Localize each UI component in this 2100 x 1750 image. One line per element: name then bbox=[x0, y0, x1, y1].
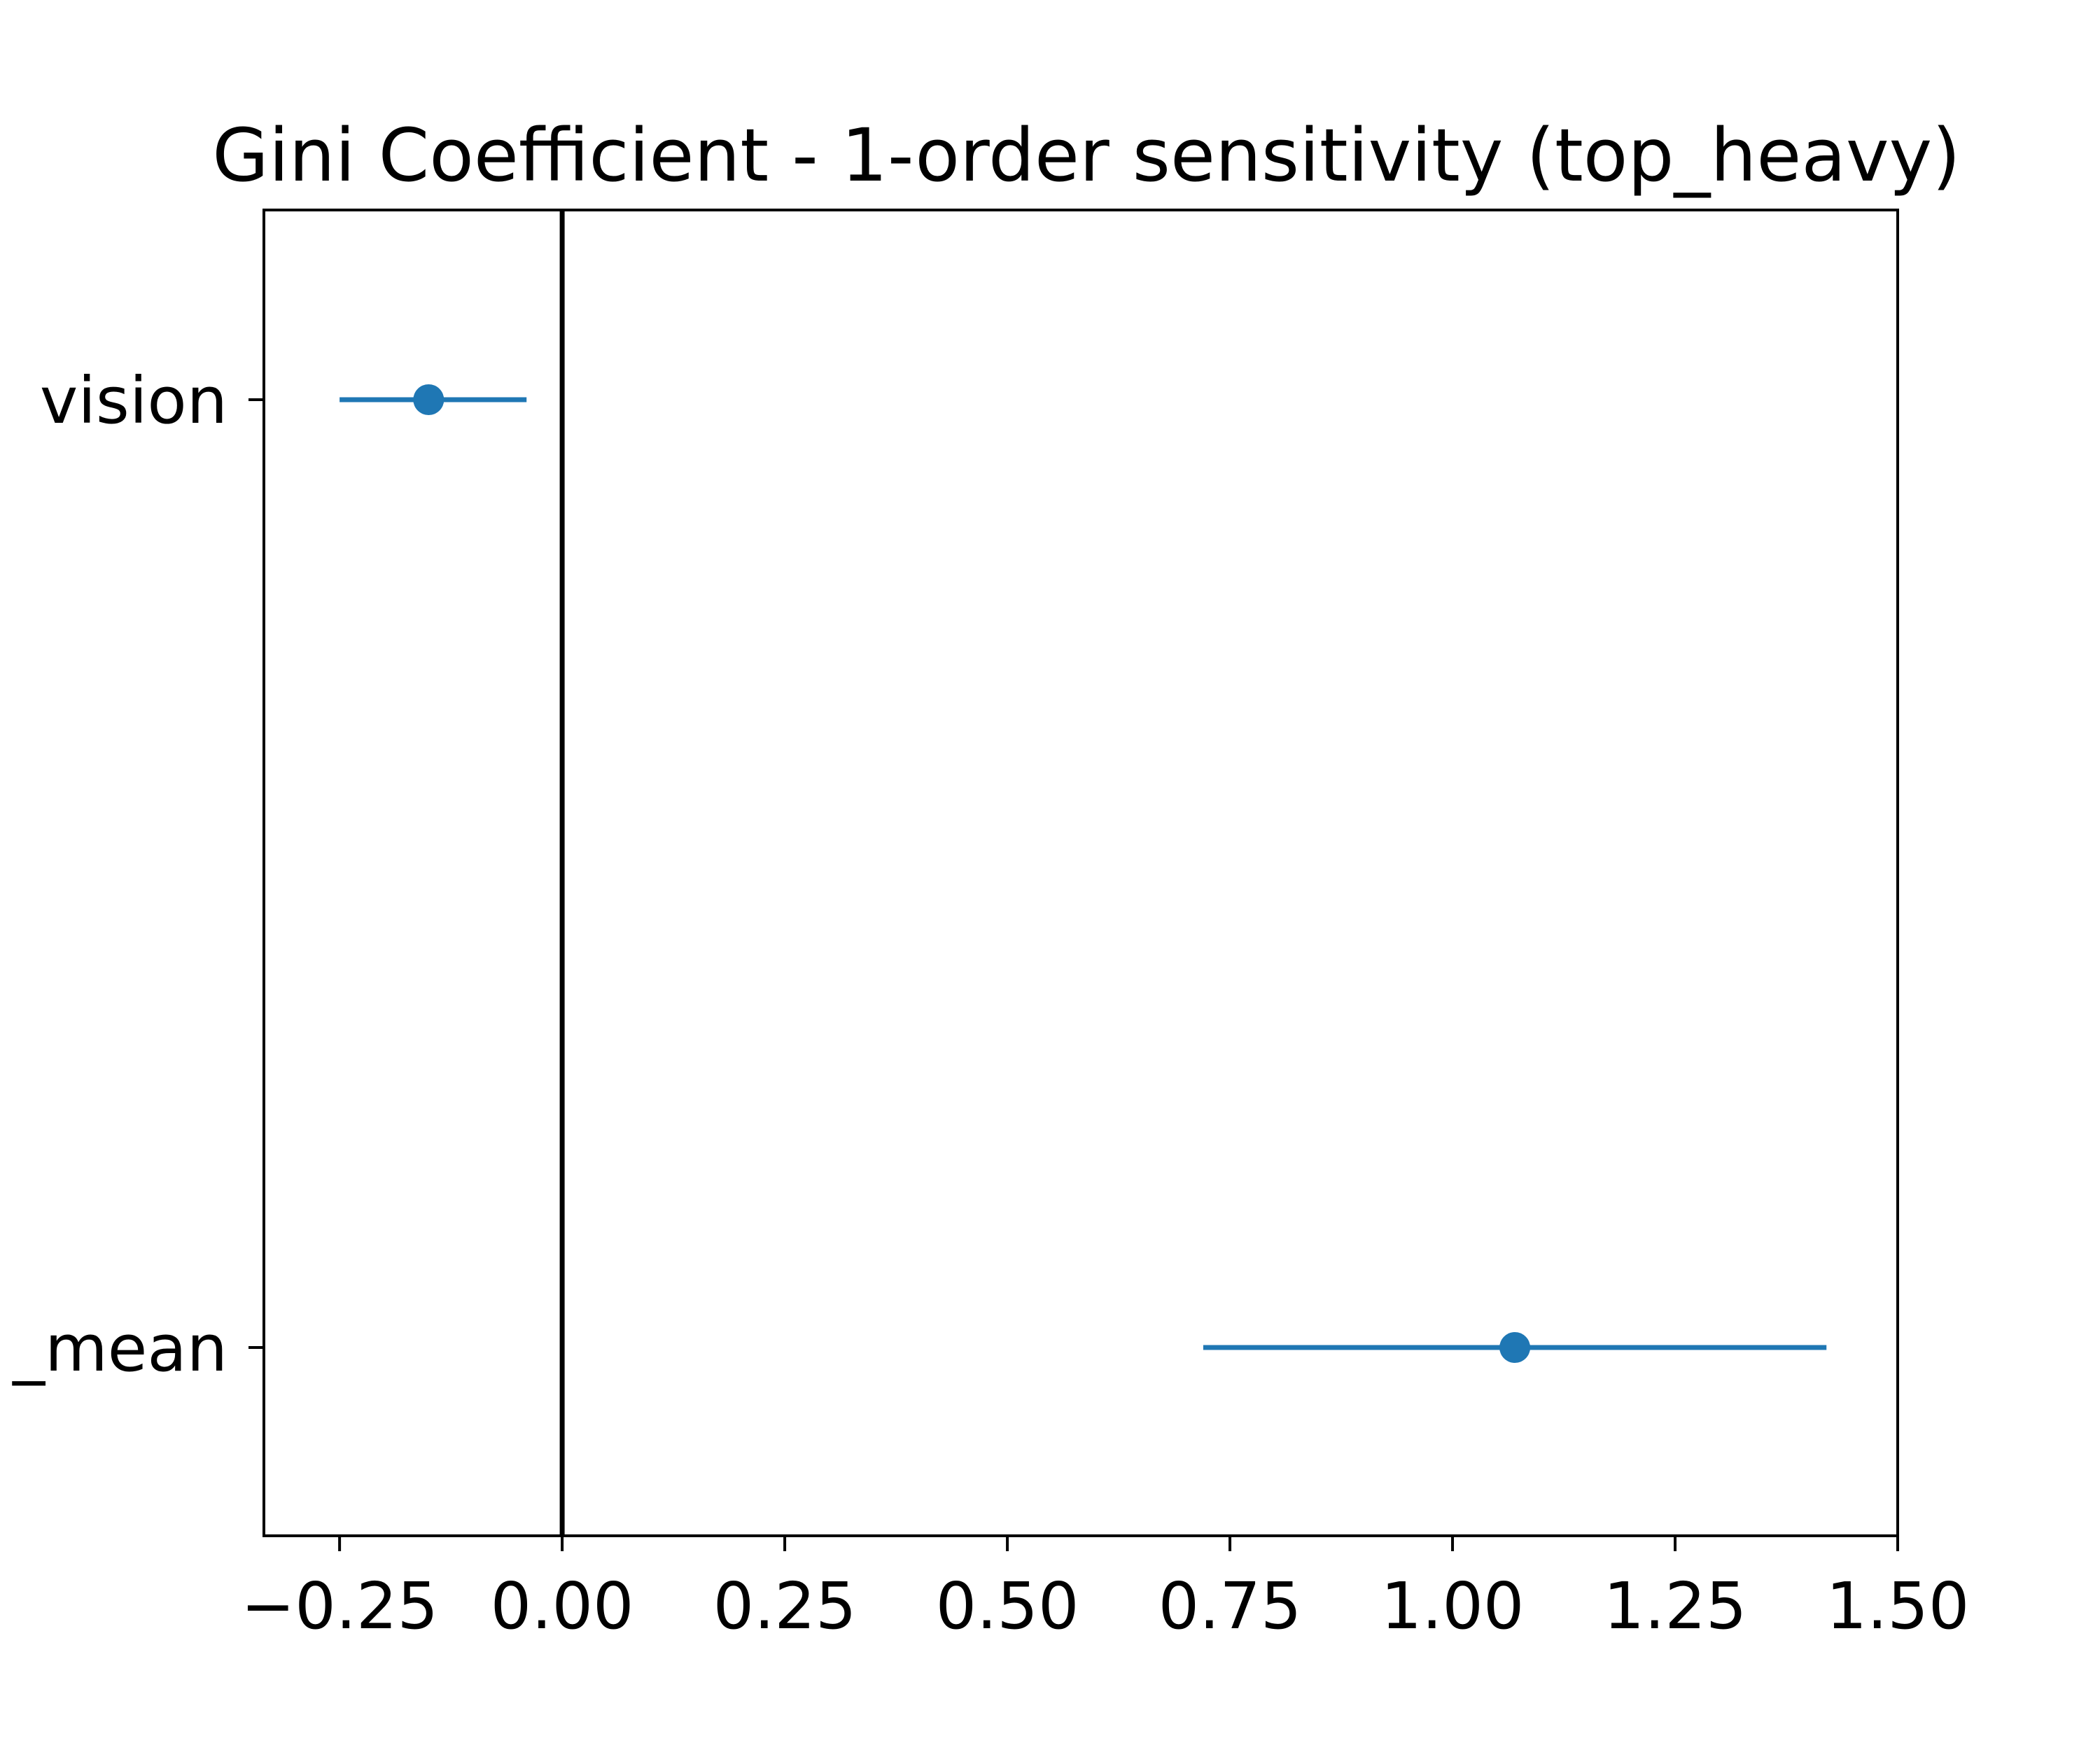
y-tick-label: _mean bbox=[12, 1311, 227, 1386]
chart-title: Gini Coefficient - 1-order sensitivity (… bbox=[212, 113, 1960, 198]
point-marker-1 bbox=[413, 384, 444, 415]
y-tick-label: vision bbox=[40, 363, 227, 438]
y-axis-ticks: vision _mean bbox=[12, 363, 264, 1386]
x-tick-label: 1.50 bbox=[1826, 1569, 1970, 1644]
plot-area bbox=[340, 210, 1827, 1536]
axes-frame bbox=[262, 209, 1899, 1537]
x-tick-label: 0.75 bbox=[1158, 1569, 1302, 1644]
x-axis-ticks: −0.25 0.00 0.25 0.50 0.75 1.00 1.25 1.50 bbox=[241, 1536, 1969, 1644]
x-tick-label: 1.25 bbox=[1604, 1569, 1747, 1644]
x-tick-label: −0.25 bbox=[241, 1569, 438, 1644]
x-tick-label: 1.00 bbox=[1381, 1569, 1525, 1644]
point-marker-2 bbox=[1499, 1332, 1531, 1363]
x-tick-label: 0.00 bbox=[491, 1569, 634, 1644]
x-tick-label: 0.50 bbox=[936, 1569, 1079, 1644]
x-tick-label: 0.25 bbox=[713, 1569, 857, 1644]
